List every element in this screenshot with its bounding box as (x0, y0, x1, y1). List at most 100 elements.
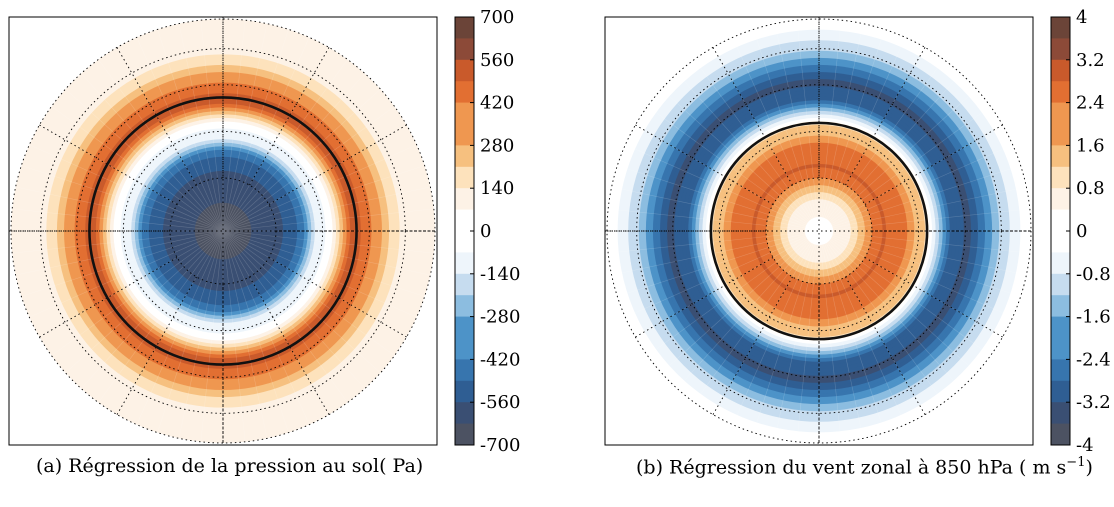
mesh-line (157, 29, 289, 433)
field (607, 19, 1031, 443)
mesh-line (635, 124, 1003, 338)
colorbar-band (455, 145, 474, 168)
colorbar-band (1051, 295, 1070, 318)
colorbar-band (455, 38, 474, 61)
grid-circle (122, 130, 324, 332)
caption-b-text: (b) Régression du vent zonal à 850 hPa (… (636, 456, 1067, 479)
mesh-line (116, 47, 330, 415)
field-ring (219, 227, 227, 235)
colorbar-band (1051, 188, 1070, 211)
mesh-line (625, 144, 1013, 318)
colorbar-tick-label: -3.2 (1076, 392, 1111, 413)
colorbar-band (1051, 145, 1070, 168)
mesh-line (611, 186, 1027, 276)
colorbar-band (1051, 38, 1070, 61)
mesh-line (200, 20, 246, 442)
colorbar-tick-label: -280 (480, 307, 520, 328)
mesh-line (753, 29, 885, 433)
mesh-line (694, 59, 944, 403)
colorbar-tick-label: 140 (480, 178, 514, 199)
panel-a: 700 560 420 280 140 0 -140 -280 -420 -560 -700 (8, 7, 520, 456)
mesh-line (774, 23, 864, 439)
mesh-line (608, 208, 1030, 254)
colorbar-band (455, 188, 474, 211)
colorbar-band (455, 359, 474, 382)
grid (605, 17, 1033, 445)
mesh-line (732, 37, 906, 425)
colorbar-band (1051, 59, 1070, 82)
mesh-line (51, 106, 395, 356)
mesh-line (157, 29, 289, 433)
caption-a-text: (a) Régression de la pression au sol( Pa… (36, 455, 424, 477)
panel-b: 4 3.2 2.4 1.6 0.8 0 -0.8 -1.6 -2.4 -3.2 -4 (604, 7, 1111, 456)
colorbar: 4 3.2 2.4 1.6 0.8 0 -0.8 -1.6 -2.4 -3.2 -4 (1050, 7, 1111, 456)
mesh-line (178, 23, 268, 439)
mesh-line (676, 73, 962, 389)
colorbar-tick-label: -0.8 (1076, 264, 1111, 285)
mesh-line (676, 73, 962, 389)
mesh-line (617, 165, 1021, 297)
colorbar-tick-label: -140 (480, 264, 520, 285)
caption-a: (a) Régression de la pression au sol( Pa… (36, 455, 423, 477)
colorbar-band (455, 316, 474, 339)
mesh-line (178, 23, 268, 439)
mesh-line (21, 165, 425, 297)
colorbar-tick-label: 420 (480, 93, 514, 114)
colorbar-band (455, 231, 474, 253)
mesh-line (65, 88, 381, 374)
mesh-line (774, 23, 864, 439)
colorbar-band (1051, 17, 1070, 39)
mesh-line (608, 208, 1030, 254)
colorbar-tick-label: 4 (1076, 7, 1087, 28)
mesh-line (12, 208, 434, 254)
mesh-line (611, 186, 1027, 276)
colorbar-tick-label: -560 (480, 392, 520, 413)
colorbar-band (1051, 273, 1070, 296)
colorbar-tick-label: 280 (480, 135, 514, 156)
colorbar-band (455, 423, 474, 446)
colorbar-band (455, 209, 474, 232)
colorbar-band (1051, 166, 1070, 189)
grid (9, 17, 437, 445)
mesh-line (65, 88, 381, 374)
colorbar-band (1051, 380, 1070, 403)
colorbar-band (455, 102, 474, 125)
colorbar-band (455, 17, 474, 39)
colorbar-band (455, 380, 474, 403)
mesh-line (635, 124, 1003, 338)
mesh-line (80, 73, 366, 389)
colorbar-tick-label: -1.6 (1076, 307, 1111, 328)
colorbar-band (1051, 231, 1070, 253)
mesh-line (80, 73, 366, 389)
mesh-line (200, 20, 246, 442)
mesh-line (29, 144, 417, 318)
colorbar-band (1051, 81, 1070, 104)
colorbar-band (1051, 102, 1070, 125)
contour-ring (88, 96, 358, 366)
colorbar-tick-label: -2.4 (1076, 349, 1111, 370)
mesh-line (39, 124, 407, 338)
mesh-line (625, 144, 1013, 318)
colorbar-tick-label: 700 (480, 7, 514, 28)
mesh-line (136, 37, 310, 425)
colorbar-band (455, 273, 474, 296)
colorbar-tick-label: -700 (480, 435, 520, 456)
colorbar-tick-label: -420 (480, 349, 520, 370)
colorbar-band (1051, 252, 1070, 275)
mesh-line (796, 20, 842, 442)
mesh-line (98, 59, 348, 403)
mesh-line (136, 37, 310, 425)
colorbar-tick-label: -4 (1076, 435, 1094, 456)
colorbar-band (455, 252, 474, 275)
mesh-line (29, 144, 417, 318)
mesh-line (21, 165, 425, 297)
colorbar-band (455, 338, 474, 360)
mesh-line (647, 106, 991, 356)
colorbar-tick-label: 3.2 (1076, 50, 1105, 71)
mesh-line (796, 20, 842, 442)
colorbar-band (455, 59, 474, 82)
colorbar-band (455, 166, 474, 189)
contour-ring (709, 121, 929, 341)
colorbar: 700 560 420 280 140 0 -140 -280 -420 -560 -700 (454, 7, 520, 456)
